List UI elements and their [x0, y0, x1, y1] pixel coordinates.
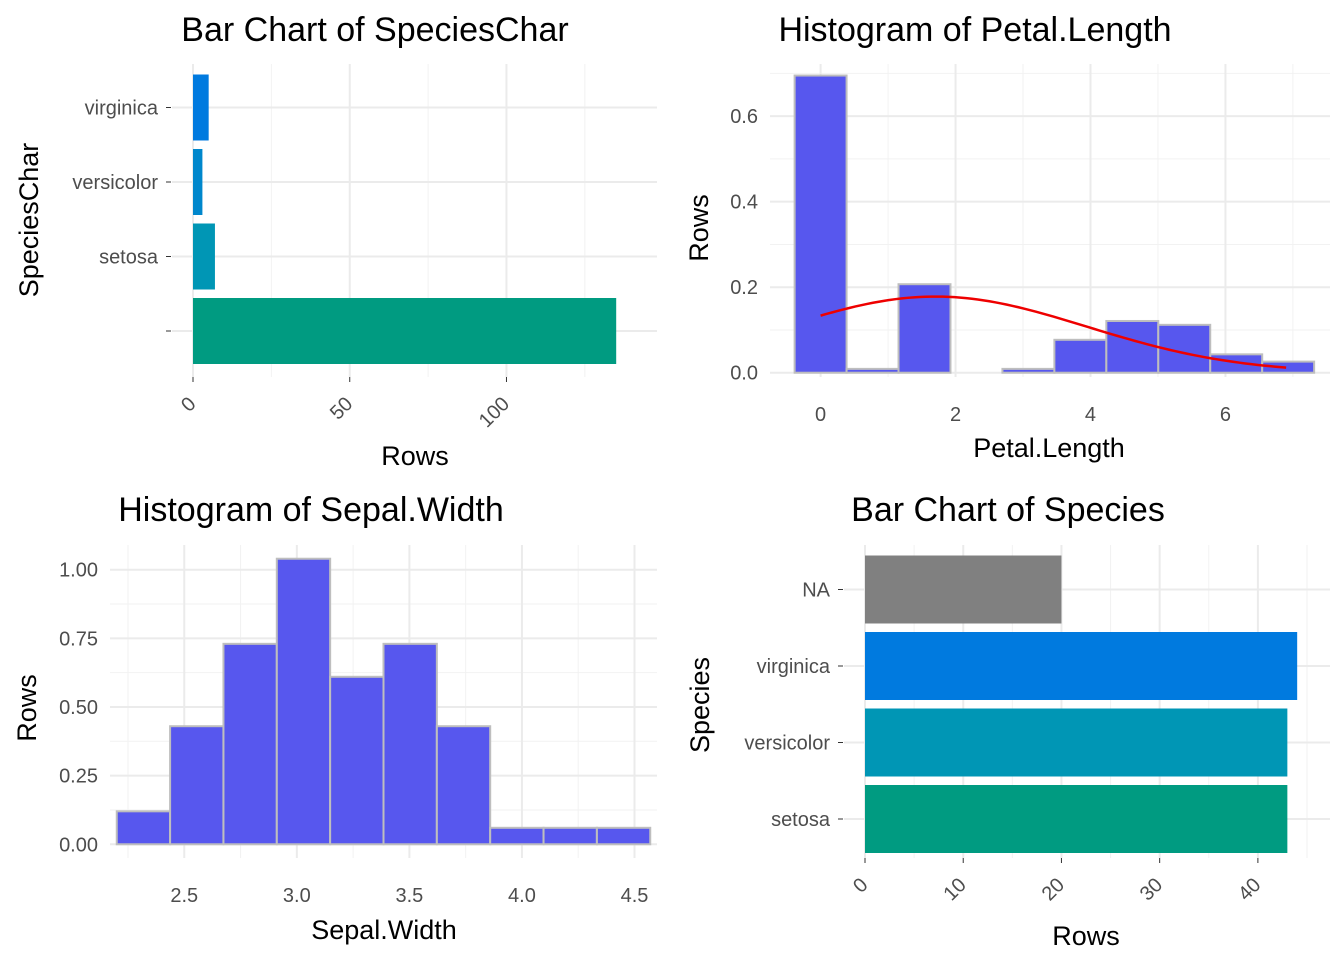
histogram-bar — [1261, 360, 1316, 374]
x-tick-label: 0 — [849, 874, 872, 897]
x-axis-title: Rows — [1052, 921, 1120, 951]
histogram-bar — [115, 810, 172, 846]
y-tick-label: versicolor — [72, 172, 158, 194]
x-tick-label: 50 — [326, 393, 357, 424]
y-tick-label: 0.0 — [730, 363, 758, 385]
density-curve — [820, 295, 1287, 369]
x-axis-title: Petal.Length — [973, 433, 1125, 463]
y-tick-label: 0.6 — [730, 106, 758, 128]
bars — [793, 74, 1316, 374]
histogram-bar — [1053, 338, 1108, 374]
x-axis-title: Rows — [381, 441, 449, 471]
y-tick-label: 0.50 — [59, 697, 98, 719]
bar-NA — [865, 555, 1062, 624]
y-tick-label: 0.2 — [730, 277, 758, 299]
y-axis-title: Rows — [12, 674, 42, 742]
x-tick-label: 0 — [815, 404, 826, 426]
x-tick-label: 10 — [939, 874, 970, 905]
x-tick-label: 4.5 — [621, 885, 649, 907]
bars — [865, 555, 1298, 853]
bar-blank — [193, 298, 617, 364]
grid — [770, 64, 1330, 377]
density-curve-line — [820, 295, 1287, 369]
x-tick-label: 2.5 — [170, 885, 198, 907]
histogram-bar — [489, 826, 545, 846]
x-tick-label: 2 — [950, 404, 961, 426]
histogram-bar — [793, 74, 848, 374]
y-tick-label: 0.4 — [730, 192, 758, 214]
chart-title: Bar Chart of Species — [851, 491, 1165, 529]
bar-virginica — [193, 74, 209, 141]
y-axis-title: Species — [685, 657, 715, 753]
bar-setosa — [865, 785, 1288, 853]
bar-setosa — [193, 223, 215, 290]
chart-species-char-bar: Bar Chart of SpeciesChar Rows SpeciesCha… — [14, 11, 657, 471]
axis-ticks: 0 2 4 6 0.0 0.2 0.4 0.6 — [730, 106, 1231, 426]
histogram-bar — [435, 725, 492, 846]
histogram-bar — [542, 826, 598, 846]
y-tick-label: setosa — [99, 247, 159, 269]
histogram-bar — [329, 675, 385, 846]
y-tick-label: versicolor — [744, 733, 830, 755]
histogram-bar — [1001, 367, 1056, 374]
histogram-bar — [169, 725, 225, 846]
bar-versicolor — [193, 149, 203, 215]
x-tick-label: 0 — [177, 393, 200, 416]
x-axis-title: Sepal.Width — [311, 915, 457, 945]
chart-petal-length-histogram: Histogram of Petal.Length Petal.Length R… — [684, 11, 1330, 463]
x-tick-label: 40 — [1234, 874, 1265, 905]
x-tick-label: 30 — [1136, 874, 1167, 905]
y-tick-label: setosa — [771, 809, 831, 831]
y-tick-label: 1.00 — [59, 560, 98, 582]
y-tick-label: NA — [802, 580, 830, 602]
x-tick-label: 20 — [1038, 874, 1069, 905]
chart-species-bar: Bar Chart of Species Rows Species setosa… — [685, 491, 1330, 951]
bar-versicolor — [865, 708, 1288, 777]
x-tick-label: 6 — [1220, 404, 1231, 426]
y-tick-label: 0.75 — [59, 628, 98, 650]
bars — [193, 74, 617, 364]
y-axis-title: SpeciesChar — [14, 143, 44, 298]
y-tick-label: 0.00 — [59, 834, 98, 856]
histogram-bar — [275, 557, 332, 846]
x-tick-label: 100 — [475, 393, 514, 432]
y-tick-label: 0.25 — [59, 766, 98, 788]
x-tick-label: 4.0 — [508, 885, 536, 907]
histogram-bar — [595, 826, 652, 846]
histogram-bar — [845, 367, 900, 374]
bar-virginica — [865, 632, 1298, 700]
histogram-bar — [222, 642, 278, 846]
chart-title: Histogram of Sepal.Width — [118, 491, 504, 529]
chart-sepal-width-histogram: Histogram of Sepal.Width Sepal.Width Row… — [12, 491, 657, 945]
x-tick-label: 3.0 — [283, 885, 311, 907]
chart-title: Histogram of Petal.Length — [778, 11, 1171, 49]
y-tick-label: virginica — [757, 656, 831, 678]
chart-title: Bar Chart of SpeciesChar — [181, 11, 568, 49]
histogram-bar — [382, 642, 438, 846]
x-tick-label: 3.5 — [395, 885, 423, 907]
axis-ticks: setosa versicolor virginica 0 50 100 — [72, 98, 514, 433]
x-tick-label: 4 — [1085, 404, 1096, 426]
bars — [115, 557, 652, 846]
histogram-bar — [1105, 319, 1160, 374]
axis-ticks: 2.5 3.0 3.5 4.0 4.5 0.00 0.25 0.50 0.75 1.00 — [59, 560, 648, 907]
y-tick-label: virginica — [85, 98, 159, 120]
y-axis-title: Rows — [684, 194, 714, 262]
